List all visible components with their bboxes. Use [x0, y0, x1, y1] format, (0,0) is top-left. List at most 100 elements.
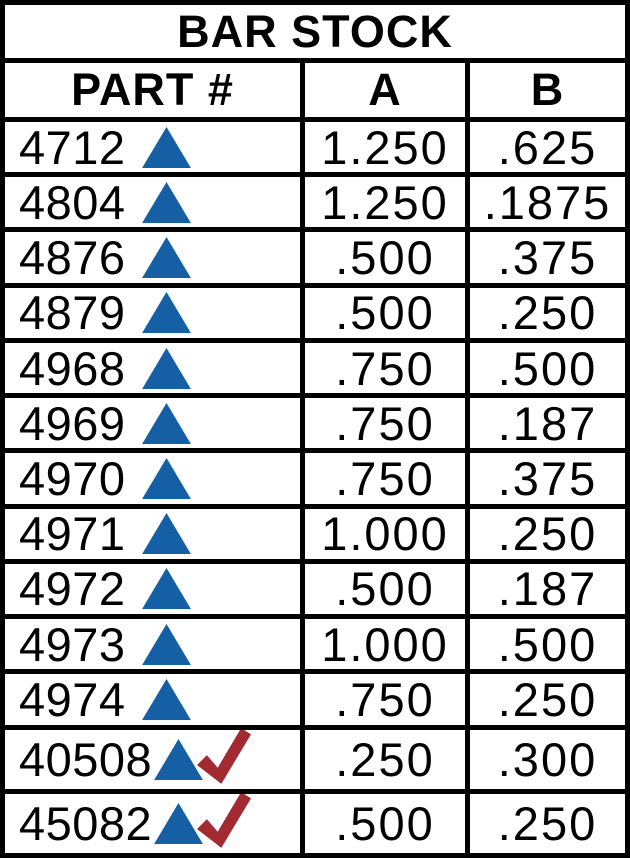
dimension-a-cell: 1.000 — [300, 508, 465, 559]
dimension-b-cell: .300 — [465, 729, 625, 789]
blue-triangle-icon — [154, 738, 204, 780]
blue-triangle-icon — [141, 126, 191, 168]
part-cell: 4968 — [5, 343, 300, 393]
dimension-b-value: .187 — [497, 398, 598, 449]
part-cell: 4969 — [5, 398, 300, 448]
part-cell: 4974 — [5, 674, 300, 724]
part-number: 4972 — [19, 563, 126, 615]
dimension-a-value: .500 — [335, 563, 435, 615]
part-number: 45082 — [19, 796, 153, 850]
dimension-a-value: .500 — [335, 232, 435, 283]
dimension-b-value: .250 — [497, 508, 598, 559]
table-row: 4712 1.250 .625 — [5, 122, 625, 178]
dimension-a-cell: 1.250 — [300, 122, 465, 173]
dimension-a-value: 1.000 — [321, 619, 449, 670]
dimension-a-cell: .500 — [300, 563, 465, 615]
dimension-b-value: .187 — [497, 563, 598, 615]
dimension-a-cell: .750 — [300, 674, 465, 725]
table-row: 40508 .250 .300 — [5, 729, 625, 794]
blue-triangle-icon — [141, 458, 191, 500]
part-number: 4879 — [19, 287, 126, 338]
table-title: BAR STOCK — [5, 5, 625, 63]
table-header: PART # A B — [5, 63, 625, 122]
dimension-a-value: .750 — [335, 398, 435, 449]
part-cell: 4876 — [5, 232, 300, 282]
column-header-b: B — [465, 63, 625, 117]
blue-triangle-icon — [141, 623, 191, 665]
blue-triangle-icon — [141, 678, 191, 720]
blue-triangle-icon — [141, 513, 191, 555]
part-cell: 4970 — [5, 453, 300, 503]
dimension-a-value: 1.000 — [321, 508, 449, 559]
dimension-a-value: .500 — [335, 796, 435, 850]
blue-triangle-icon — [141, 568, 191, 610]
dimension-b-cell: .250 — [465, 287, 625, 338]
part-cell: 4712 — [5, 122, 300, 172]
part-number: 4971 — [19, 508, 126, 559]
dimension-b-value: .375 — [497, 453, 598, 504]
blue-triangle-icon — [141, 237, 191, 279]
dimension-b-value: .250 — [497, 674, 598, 725]
dimension-b-value: .500 — [497, 619, 598, 670]
blue-triangle-icon — [141, 292, 191, 334]
dimension-a-value: .250 — [335, 732, 435, 786]
dimension-b-cell: .250 — [465, 674, 625, 725]
table-row: 4970 .750 .375 — [5, 453, 625, 509]
dimension-a-cell: 1.250 — [300, 177, 465, 228]
dimension-a-cell: .500 — [300, 287, 465, 338]
dimension-b-cell: .500 — [465, 619, 625, 670]
table-row: 4969 .750 .187 — [5, 398, 625, 454]
table-row: 4804 1.250 .1875 — [5, 177, 625, 233]
part-number: 4973 — [19, 619, 126, 670]
dimension-b-cell: .187 — [465, 563, 625, 615]
dimension-b-value: .500 — [497, 342, 598, 394]
dimension-b-cell: .250 — [465, 508, 625, 559]
part-cell: 4972 — [5, 564, 300, 614]
part-number: 4804 — [19, 177, 126, 228]
blue-triangle-icon — [141, 402, 191, 444]
dimension-a-cell: .500 — [300, 232, 465, 283]
dimension-a-cell: .250 — [300, 729, 465, 789]
dimension-b-cell: .375 — [465, 453, 625, 504]
table-row: 4971 1.000 .250 — [5, 508, 625, 564]
part-cell: 4973 — [5, 619, 300, 669]
part-number: 4969 — [19, 398, 126, 449]
dimension-b-cell: .1875 — [465, 177, 625, 228]
dimension-b-value: .625 — [497, 122, 598, 173]
part-number: 4876 — [19, 232, 126, 283]
dimension-a-value: 1.250 — [321, 122, 449, 173]
dimension-a-cell: .750 — [300, 342, 465, 394]
dimension-b-value: .300 — [497, 732, 598, 786]
table-row: 4972 .500 .187 — [5, 563, 625, 620]
dimension-a-cell: .750 — [300, 453, 465, 504]
dimension-b-value: .250 — [497, 796, 598, 850]
dimension-b-value: .375 — [497, 232, 598, 283]
column-header-part-number: PART # — [71, 64, 234, 115]
column-header-a: A — [300, 63, 465, 117]
dimension-b-cell: .375 — [465, 232, 625, 283]
table-row: 4968 .750 .500 — [5, 342, 625, 399]
part-cell: 4879 — [5, 288, 300, 338]
dimension-a-value: .750 — [335, 342, 435, 394]
part-number: 40508 — [19, 732, 153, 786]
part-number: 4968 — [19, 342, 126, 394]
table-row: 4974 .750 .250 — [5, 674, 625, 730]
dimension-b-value: .250 — [497, 287, 598, 338]
dimension-b-value: .1875 — [483, 177, 612, 228]
dimension-b-cell: .625 — [465, 122, 625, 173]
dimension-a-value: .500 — [335, 287, 435, 338]
part-number: 4974 — [19, 674, 126, 725]
part-number: 4712 — [19, 122, 126, 173]
dimension-b-cell: .250 — [465, 793, 625, 854]
dimension-a-cell: .750 — [300, 398, 465, 449]
blue-triangle-icon — [141, 181, 191, 223]
blue-triangle-icon — [141, 347, 191, 389]
table-row: 4879 .500 .250 — [5, 287, 625, 343]
red-check-icon — [197, 729, 252, 785]
part-cell: 40508 — [5, 729, 300, 789]
dimension-a-value: .750 — [335, 674, 435, 725]
red-check-icon — [197, 793, 252, 849]
blue-triangle-icon — [154, 802, 204, 844]
dimension-a-value: .750 — [335, 453, 435, 504]
